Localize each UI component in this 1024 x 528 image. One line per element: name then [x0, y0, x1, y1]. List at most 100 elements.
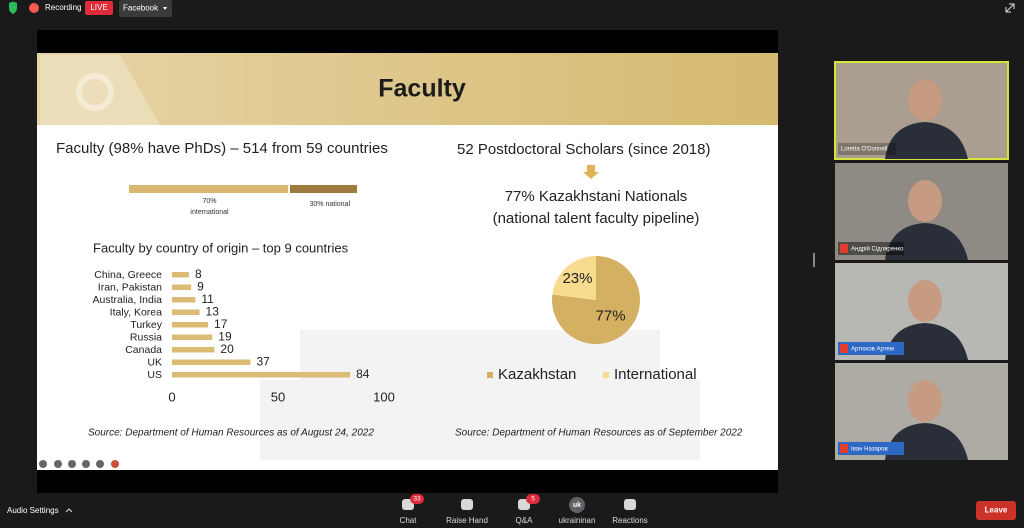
toolbar-label[interactable]: Raise Hand [446, 516, 488, 525]
leave-label: Leave [985, 506, 1008, 515]
category-label: China, Greece [94, 269, 162, 281]
pie-value-label: 77% [596, 307, 626, 324]
muted-icon [840, 244, 848, 253]
bar [172, 309, 200, 315]
slide-controls [39, 460, 119, 468]
split-segment [290, 185, 357, 193]
category-label: Turkey [130, 319, 162, 331]
toolbar-label[interactable]: Chat [400, 516, 418, 525]
fullscreen-icon[interactable] [1005, 3, 1015, 13]
value-label: 9 [197, 280, 204, 294]
recording-label: Recording [45, 3, 81, 12]
audio-settings[interactable]: Audio Settings [7, 506, 59, 515]
muted-icon [840, 444, 848, 453]
value-label: 84 [356, 367, 370, 381]
participant-body [885, 122, 968, 159]
control-icon[interactable] [39, 460, 47, 468]
nationals-text: 77% Kazakhstani Nationals [505, 188, 688, 205]
participant-head [908, 380, 942, 422]
leave-button[interactable] [976, 501, 1016, 520]
slide-title: Faculty [378, 75, 466, 103]
participant-body [885, 323, 968, 360]
name-tag [838, 242, 904, 255]
participant-name: Артюхов Артем [851, 347, 894, 353]
bar [172, 372, 351, 378]
category-label: US [147, 369, 162, 381]
control-icon[interactable] [68, 460, 76, 468]
stream-menu[interactable] [119, 0, 172, 17]
value-label: 20 [220, 342, 234, 356]
split-value-label: 30% [309, 201, 323, 208]
bar [172, 284, 192, 290]
splitter[interactable] [813, 253, 815, 267]
toolbar-label[interactable]: Reactions [612, 516, 648, 525]
control-icon[interactable] [96, 460, 104, 468]
category-label: Australia, India [93, 294, 163, 306]
caret[interactable] [65, 508, 73, 513]
source-left: Source: Department of Human Resources as… [88, 428, 374, 439]
name-tag [838, 442, 904, 455]
value-label: 17 [214, 317, 228, 331]
badge-count: 5 [531, 496, 535, 503]
participant-name: Андрій Сідляренко [851, 246, 904, 253]
split-category-label: international [190, 209, 229, 216]
category-label: Russia [130, 331, 162, 343]
pie-value-label: 23% [562, 270, 592, 287]
category-label: Canada [125, 344, 162, 356]
legend-swatch [487, 372, 493, 378]
source-right: Source: Department of Human Resources as… [455, 428, 743, 439]
recording-icon [29, 3, 39, 13]
live-badge[interactable] [85, 1, 113, 15]
dropdown-arrow [163, 7, 167, 10]
live-label: LIVE [90, 3, 107, 12]
badge [526, 494, 540, 504]
avatar [569, 497, 585, 513]
x-tick-label: 50 [271, 389, 285, 404]
participant-name: Іван Назаров [851, 447, 888, 453]
value-label: 8 [195, 267, 202, 281]
participant-name: Loretta O'Donnell [841, 147, 888, 153]
toolbar-icon[interactable] [461, 499, 473, 510]
postdoc-heading: 52 Postdoctoral Scholars (since 2018) [457, 141, 710, 158]
bar [172, 297, 196, 303]
watermark [260, 330, 700, 460]
split-category-label: national [326, 201, 351, 208]
bar [172, 272, 189, 278]
stream-label: Facebook [123, 4, 159, 13]
logo-graphic [76, 73, 114, 111]
x-tick-label: 100 [373, 389, 395, 404]
avatar-initials: uk [573, 502, 581, 509]
bar-chart-title: Faculty by country of origin – top 9 cou… [93, 240, 349, 255]
security-icon[interactable] [9, 1, 17, 15]
participant-head [908, 180, 942, 222]
toolbar-icon[interactable] [624, 499, 636, 510]
participant-head [908, 79, 942, 121]
control-icon[interactable] [54, 460, 62, 468]
category-label: UK [147, 356, 162, 368]
split-segment [129, 185, 288, 193]
bar [172, 322, 209, 328]
split-value-label: 70% [202, 198, 216, 205]
toolbar-label[interactable]: ukraininan [559, 516, 596, 525]
category-label: Italy, Korea [110, 306, 162, 318]
muted-icon [840, 344, 848, 353]
participants: Loretta O'Donnell Андрій Сідляренко Артюхо… [834, 61, 1009, 460]
control-icon[interactable] [111, 460, 119, 468]
badge-count: 33 [413, 496, 421, 503]
down-arrow [583, 165, 599, 179]
legend-swatch [603, 372, 609, 378]
badge [410, 494, 424, 504]
name-tag [838, 342, 904, 355]
logo-graphic [40, 55, 160, 125]
name-tag [838, 143, 896, 155]
x-tick-label: 0 [168, 389, 175, 404]
pipeline-text: (national talent faculty pipeline) [493, 210, 700, 227]
toolbar-label[interactable]: Q&A [516, 516, 534, 525]
bar [172, 359, 251, 365]
pie-slice [552, 256, 596, 300]
bar [172, 334, 213, 340]
bar [172, 347, 215, 353]
slide-header [37, 53, 778, 125]
control-icon[interactable] [82, 460, 90, 468]
